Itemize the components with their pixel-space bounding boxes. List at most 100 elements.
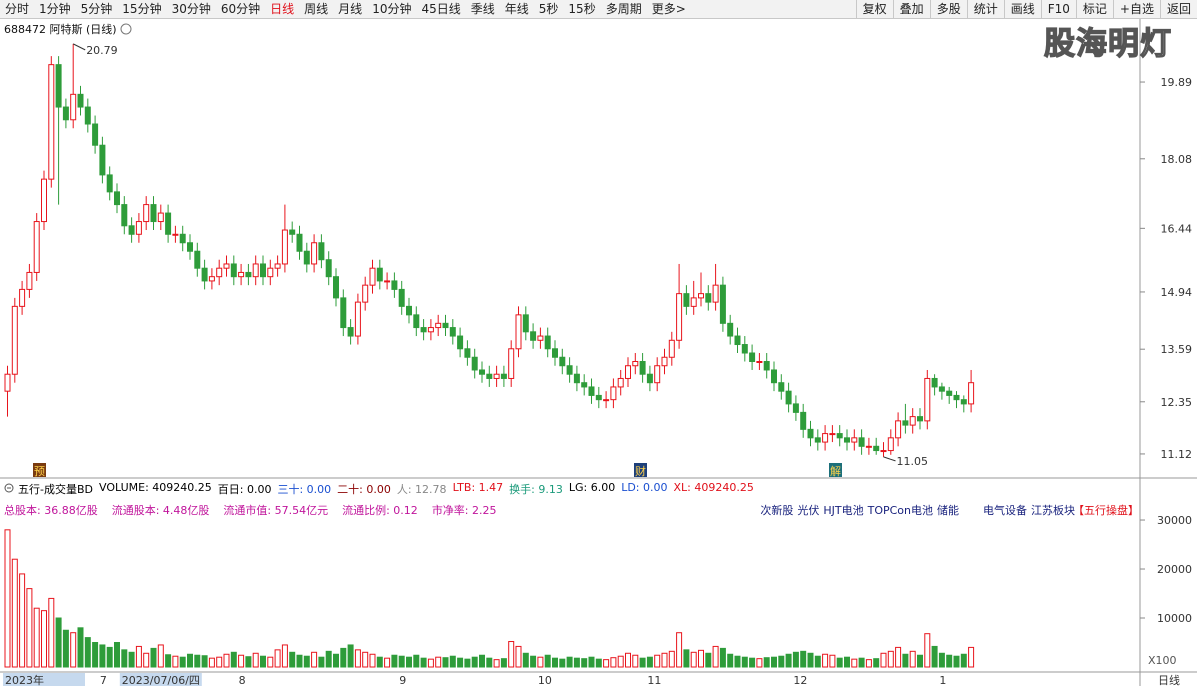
x-tick-label: 12 bbox=[793, 674, 807, 686]
period-tab[interactable]: 15秒 bbox=[568, 2, 596, 16]
candle-body bbox=[442, 322, 449, 329]
volume-bar bbox=[208, 657, 215, 668]
volume-bar bbox=[479, 654, 485, 668]
volume-bar bbox=[515, 645, 522, 668]
volume-bar bbox=[135, 645, 142, 668]
tool-button[interactable]: F10 bbox=[1040, 0, 1076, 18]
candle-body bbox=[705, 293, 712, 303]
volume-bar bbox=[610, 657, 617, 668]
period-tab[interactable]: 分时 bbox=[5, 2, 30, 16]
sector-tag[interactable]: 电气设备 bbox=[983, 504, 1027, 517]
candle-body bbox=[471, 356, 478, 371]
period-tab[interactable]: 60分钟 bbox=[220, 2, 261, 16]
candle-body bbox=[836, 433, 843, 439]
period-tab[interactable]: 更多> bbox=[651, 2, 686, 16]
candle-body bbox=[895, 420, 902, 439]
volume-bar bbox=[581, 658, 588, 668]
period-tab[interactable]: 5分钟 bbox=[80, 2, 113, 16]
candle-body bbox=[486, 373, 493, 379]
volume-bar bbox=[617, 655, 624, 668]
indicator-value: XL: 409240.25 bbox=[673, 481, 754, 494]
volume-bar bbox=[508, 641, 515, 668]
tool-button[interactable]: 标记 bbox=[1075, 0, 1113, 18]
candle-body bbox=[347, 327, 354, 337]
close-icon[interactable] bbox=[120, 23, 132, 35]
tool-button[interactable]: +自选 bbox=[1112, 0, 1160, 18]
volume-bar bbox=[690, 651, 697, 668]
period-tab[interactable]: 5秒 bbox=[538, 2, 559, 16]
candle-body bbox=[632, 360, 639, 367]
candle-body bbox=[493, 373, 500, 379]
period-tab[interactable]: 周线 bbox=[304, 2, 329, 16]
period-tab[interactable]: 年线 bbox=[504, 2, 529, 16]
tool-button[interactable]: 画线 bbox=[1003, 0, 1041, 18]
candle-body bbox=[924, 377, 931, 422]
volume-bar bbox=[420, 657, 427, 668]
volume-bar bbox=[705, 652, 712, 668]
concept-tag[interactable]: 储能 bbox=[937, 504, 959, 517]
concept-tag[interactable]: HJT电池 bbox=[823, 504, 864, 517]
sector-tag[interactable]: 江苏板块 bbox=[1031, 504, 1075, 517]
event-label[interactable]: 解 bbox=[830, 464, 841, 478]
period-tab[interactable]: 月线 bbox=[338, 2, 363, 16]
candle-body bbox=[566, 365, 573, 375]
candle-body bbox=[552, 348, 558, 358]
volume-bar bbox=[281, 644, 288, 668]
indicator-row: 五行-成交量BD VOLUME: 409240.25 百日: 0.00 三十: 0.0… bbox=[18, 481, 754, 497]
event-label[interactable]: 财 bbox=[635, 464, 646, 478]
watermark: 股海明灯 bbox=[1043, 25, 1172, 62]
volume-bar bbox=[99, 644, 106, 668]
concept-tag[interactable]: TOPCon电池 bbox=[867, 504, 933, 517]
tool-button[interactable]: 统计 bbox=[966, 0, 1004, 18]
tool-button[interactable]: 返回 bbox=[1159, 0, 1197, 18]
period-tab[interactable]: 30分钟 bbox=[171, 2, 211, 16]
period-tab[interactable]: 45日线 bbox=[421, 2, 461, 16]
concept-tag[interactable]: 次新股 bbox=[760, 504, 794, 517]
volume-bar bbox=[654, 654, 661, 668]
candle-body bbox=[296, 233, 303, 252]
period-tab[interactable]: 15分钟 bbox=[122, 2, 162, 16]
candle-body bbox=[252, 263, 259, 278]
volume-bar bbox=[741, 656, 748, 668]
toolbar: 分时 1分钟 5分钟 15分钟 30分钟 60分钟 日线 周线 月线 10分钟 45日线 季线 年线 5秒… bbox=[0, 0, 1197, 19]
event-badge bbox=[33, 463, 46, 477]
candle-body bbox=[617, 377, 624, 388]
volume-bar bbox=[70, 632, 77, 668]
volume-bar bbox=[486, 657, 493, 668]
volume-bar bbox=[4, 529, 11, 668]
tool-button[interactable]: 多股 bbox=[929, 0, 967, 18]
period-label: 日线 bbox=[1158, 673, 1180, 686]
indicator-value: VOLUME: 409240.25 bbox=[99, 481, 212, 494]
stock-stat: 市净率: 2.25 bbox=[431, 504, 497, 517]
volume-bar bbox=[398, 655, 405, 668]
candle-body bbox=[376, 267, 383, 282]
volume-bar bbox=[194, 654, 201, 668]
collapse-icon[interactable] bbox=[4, 483, 14, 493]
volume-bar bbox=[873, 658, 880, 668]
volume-bar bbox=[763, 657, 770, 668]
volume-bar bbox=[318, 656, 325, 668]
candle-body bbox=[639, 360, 646, 375]
candle-body bbox=[384, 280, 391, 283]
volume-bar bbox=[887, 650, 894, 668]
period-tab[interactable]: 季线 bbox=[470, 2, 495, 16]
candle-body bbox=[610, 386, 617, 401]
volume-bar bbox=[800, 650, 807, 668]
tool-button[interactable]: 复权 bbox=[855, 0, 893, 18]
volume-bar bbox=[179, 656, 186, 668]
period-tab[interactable]: 日线 bbox=[270, 2, 295, 16]
volume-bar bbox=[128, 651, 135, 668]
candle-body bbox=[508, 348, 515, 379]
tool-button[interactable]: 叠加 bbox=[892, 0, 930, 18]
indicator-value: 五行-成交量BD bbox=[18, 483, 93, 496]
flag-tag[interactable]: 【五行操盘】 bbox=[1073, 504, 1139, 517]
candle-body bbox=[230, 263, 237, 278]
concept-tag[interactable]: 光伏 bbox=[797, 504, 820, 517]
volume-bar bbox=[924, 633, 931, 668]
candle-body bbox=[391, 280, 398, 290]
period-tab[interactable]: 多周期 bbox=[605, 2, 642, 16]
period-tab[interactable]: 1分钟 bbox=[39, 2, 71, 16]
volume-bar bbox=[340, 647, 347, 668]
event-label[interactable]: 预 bbox=[34, 465, 45, 478]
period-tab[interactable]: 10分钟 bbox=[372, 2, 412, 16]
